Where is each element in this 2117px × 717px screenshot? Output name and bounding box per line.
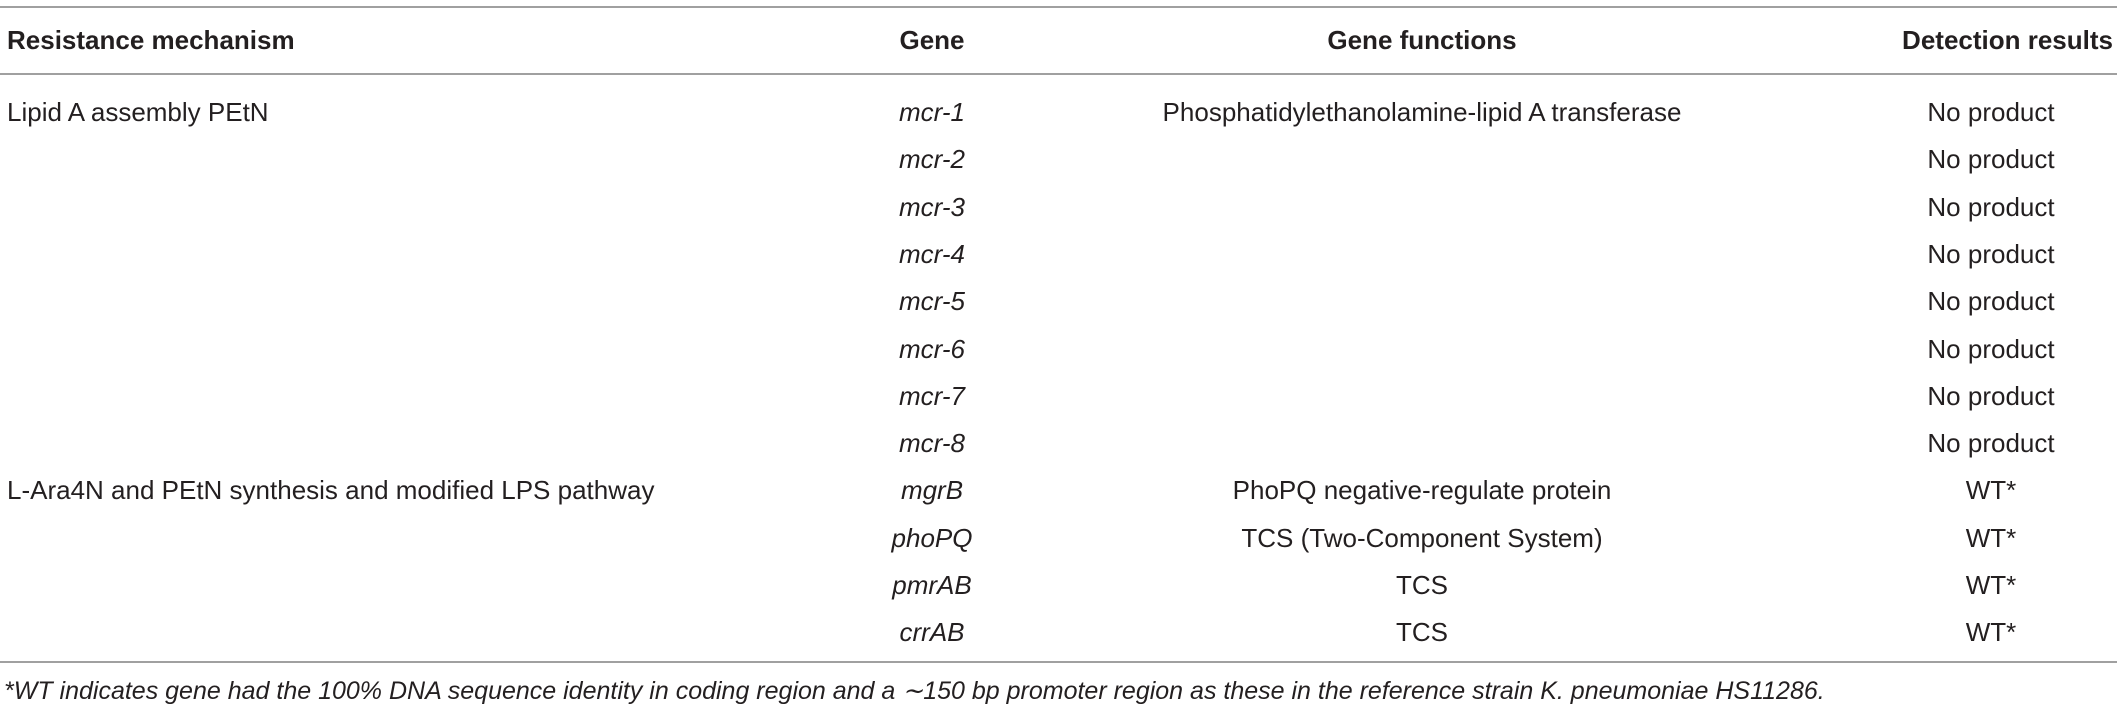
detection-result: No product [1927,191,2055,222]
gene: mcr-3 [899,191,965,222]
gene: mcr-4 [899,238,965,269]
column-header: Detection results [1902,25,2113,55]
gene: mcr-8 [899,428,965,459]
detection-result: No product [1927,144,2055,175]
gene: pmrAB [892,570,972,600]
gene-function: TCS [1396,617,1448,648]
detection-result: WT* [1965,475,2017,506]
column-header: Resistance mechanism [7,25,295,55]
detection-result: No product [1927,238,2055,269]
column-header: Gene [899,25,965,55]
footnote: *WT indicates gene had the 100% DNA sequ… [4,677,1825,705]
detection-result: No product [1927,97,2055,127]
mechanism: L-Ara4N and PEtN synthesis and modified … [7,475,655,506]
gene: mcr-5 [899,286,965,317]
bottom-rule [0,661,2117,663]
gene: crrAB [899,617,965,648]
detection-result: No product [1927,428,2055,459]
gene-function: TCS [1396,570,1448,600]
gene-function: Phosphatidylethanolamine-lipid A transfe… [1162,97,1682,127]
detection-result: WT* [1965,522,2017,553]
gene: phoPQ [891,522,973,553]
gene: mcr-6 [899,333,965,364]
detection-result: WT* [1965,570,2017,600]
gene: mcr-2 [899,144,965,175]
detection-result: No product [1927,333,2055,364]
gene-function: PhoPQ negative-regulate protein [1232,475,1612,506]
gene-function: TCS (Two-Component System) [1241,522,1603,553]
detection-result: No product [1927,380,2055,411]
gene: mcr-1 [899,97,965,127]
gene: mgrB [900,475,964,506]
mechanism: Lipid A assembly PEtN [7,97,269,127]
detection-result: WT* [1965,617,2017,648]
top-rule [0,6,2117,8]
gene: mcr-7 [899,380,965,411]
column-header: Gene functions [1327,25,1517,55]
detection-result: No product [1927,286,2055,317]
header-rule [0,73,2117,75]
